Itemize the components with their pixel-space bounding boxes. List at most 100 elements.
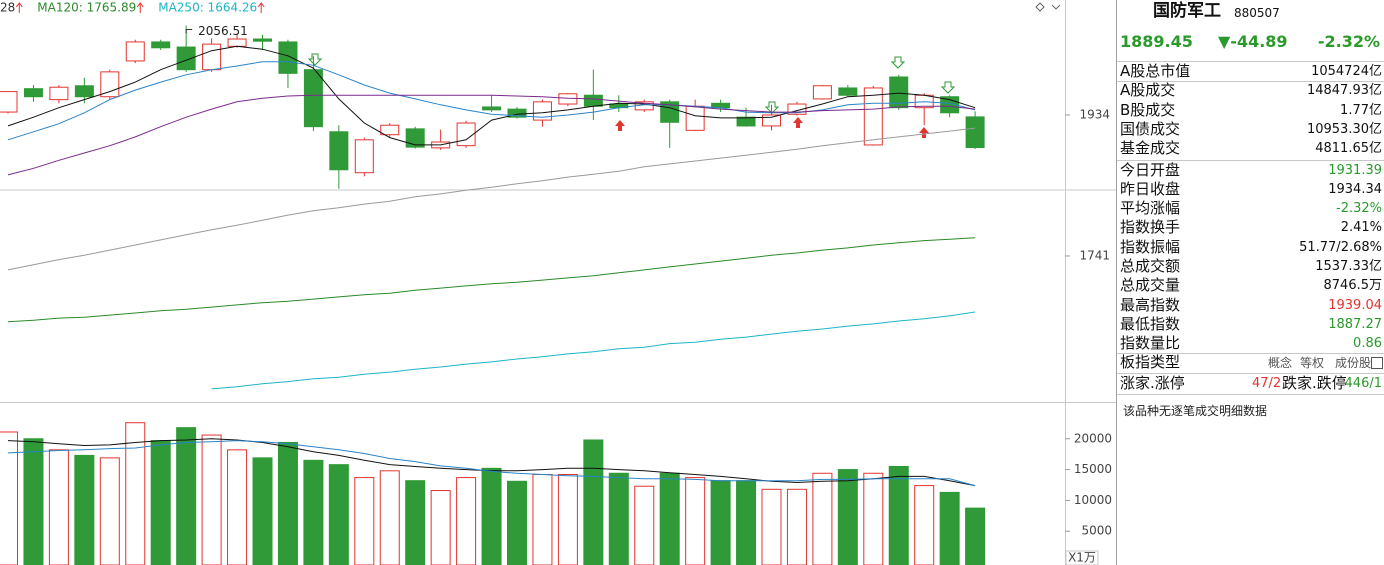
volume-bar <box>48 449 69 565</box>
row-label: 平均涨幅 <box>1120 199 1181 218</box>
row-value: 0.86 <box>1353 336 1382 352</box>
legend-arrow <box>15 2 23 13</box>
volume-bar <box>557 474 578 565</box>
volume-bar <box>430 490 451 565</box>
candle-body <box>736 116 756 127</box>
candle-body <box>380 124 400 136</box>
ma-line <box>7 127 976 271</box>
row-label: 昨日收盘 <box>1120 179 1181 198</box>
candle-body <box>558 93 578 105</box>
volume-bar <box>583 439 604 565</box>
candle-body <box>583 94 603 107</box>
chart: X1万 1934 1741 2056.51 28 MA120: 1765.89 MA250… <box>0 0 1117 565</box>
ma-line <box>211 311 976 390</box>
row-label: 国债成交 <box>1120 119 1181 138</box>
ma-line <box>7 440 976 487</box>
volume-bar <box>786 488 807 565</box>
icon <box>1051 4 1061 10</box>
volume-bar <box>837 469 858 565</box>
volume-bar <box>965 507 986 565</box>
row-label: 涨家.涨停 <box>1120 374 1185 392</box>
buy-signals <box>615 117 929 138</box>
volume-bar <box>23 438 44 565</box>
annotation-marker <box>185 28 193 34</box>
row-value: 1931.39 <box>1328 162 1382 178</box>
row-label: 板指类型 <box>1120 353 1181 371</box>
sell-signal <box>890 56 906 69</box>
volume-bar <box>863 472 884 565</box>
legend-label: 28 <box>0 1 15 15</box>
y-tick-label: 15000 <box>1074 462 1112 476</box>
candle-body <box>125 41 145 62</box>
toolbar-icons <box>1035 2 1061 12</box>
row-value: 1934.34 <box>1328 181 1382 197</box>
legend-label: MA120: 1765.89 <box>37 1 136 15</box>
volume-bar <box>710 480 731 565</box>
candle-body <box>482 106 502 111</box>
volume-bar <box>761 488 782 565</box>
row-value: 1887.27 <box>1328 316 1382 332</box>
annotation: 2056.51 <box>198 24 248 38</box>
volume-bar <box>354 477 375 565</box>
volume-bar <box>405 480 426 565</box>
y-tick-label: 1934 <box>1079 107 1110 121</box>
candle-body <box>329 131 349 171</box>
row-value: 1.77亿 <box>1340 102 1382 118</box>
type-tag: 成份股 <box>1335 356 1372 370</box>
volume-bar <box>277 441 298 565</box>
row-value: 1939.04 <box>1328 297 1382 313</box>
volume-bar <box>150 440 171 565</box>
candle-body <box>202 43 222 71</box>
row-label: 总成交量 <box>1120 276 1181 295</box>
volume-bar <box>303 459 324 565</box>
candle-body <box>787 103 807 115</box>
candle-body <box>23 88 43 98</box>
volume-bar <box>812 472 833 565</box>
volume-bar <box>914 485 935 565</box>
row-value: 8746.5万 <box>1323 278 1383 294</box>
buy-signal <box>793 117 803 128</box>
volume-bar <box>939 491 960 565</box>
volume-bar <box>176 427 197 565</box>
type-tag: 等权 <box>1300 356 1325 370</box>
volume-bar <box>252 457 273 565</box>
row-label: 今日开盘 <box>1120 160 1181 179</box>
candle-body <box>100 71 120 98</box>
row-label: 指数量比 <box>1120 334 1181 353</box>
row-label: 指数振幅 <box>1120 237 1181 256</box>
tag-icon <box>1371 357 1383 369</box>
row-value: 1537.33亿 <box>1315 259 1382 274</box>
y-tick-label: 20000 <box>1074 431 1112 445</box>
candle-body <box>0 91 18 113</box>
row-value: 14847.93亿 <box>1306 83 1382 99</box>
candle-body <box>685 105 705 131</box>
panel-divider <box>1117 81 1384 82</box>
sell-signal <box>940 81 956 94</box>
volume-bar <box>481 467 502 565</box>
sell-signal <box>764 101 780 114</box>
legend-arrow <box>136 2 144 13</box>
ma-line <box>7 94 976 176</box>
row-label: 总成交额 <box>1120 257 1181 275</box>
buy-signal <box>919 127 929 138</box>
candle-body <box>354 139 374 174</box>
panel-divider <box>1117 61 1384 62</box>
candle-body <box>253 38 272 42</box>
price: 1889.45 <box>1120 32 1193 51</box>
volume-bar <box>99 457 120 565</box>
volume-bar <box>634 485 655 565</box>
row-label: 最高指数 <box>1120 295 1181 314</box>
panel-divider <box>1117 160 1384 161</box>
candle-body <box>227 38 247 47</box>
volume-bar <box>736 480 757 565</box>
candle-body <box>965 116 985 149</box>
row-label: 基金成交 <box>1120 139 1181 158</box>
note: 该品种无逐笔成交明细数据 <box>1123 404 1268 418</box>
sell-signals <box>307 53 956 114</box>
icon <box>1035 2 1045 12</box>
row-label: A股成交 <box>1120 81 1176 100</box>
row-value: 51.77/2.68% <box>1299 239 1382 255</box>
candle-body <box>456 122 476 147</box>
panel-code: 880507 <box>1234 6 1280 20</box>
candle-body <box>762 114 781 127</box>
